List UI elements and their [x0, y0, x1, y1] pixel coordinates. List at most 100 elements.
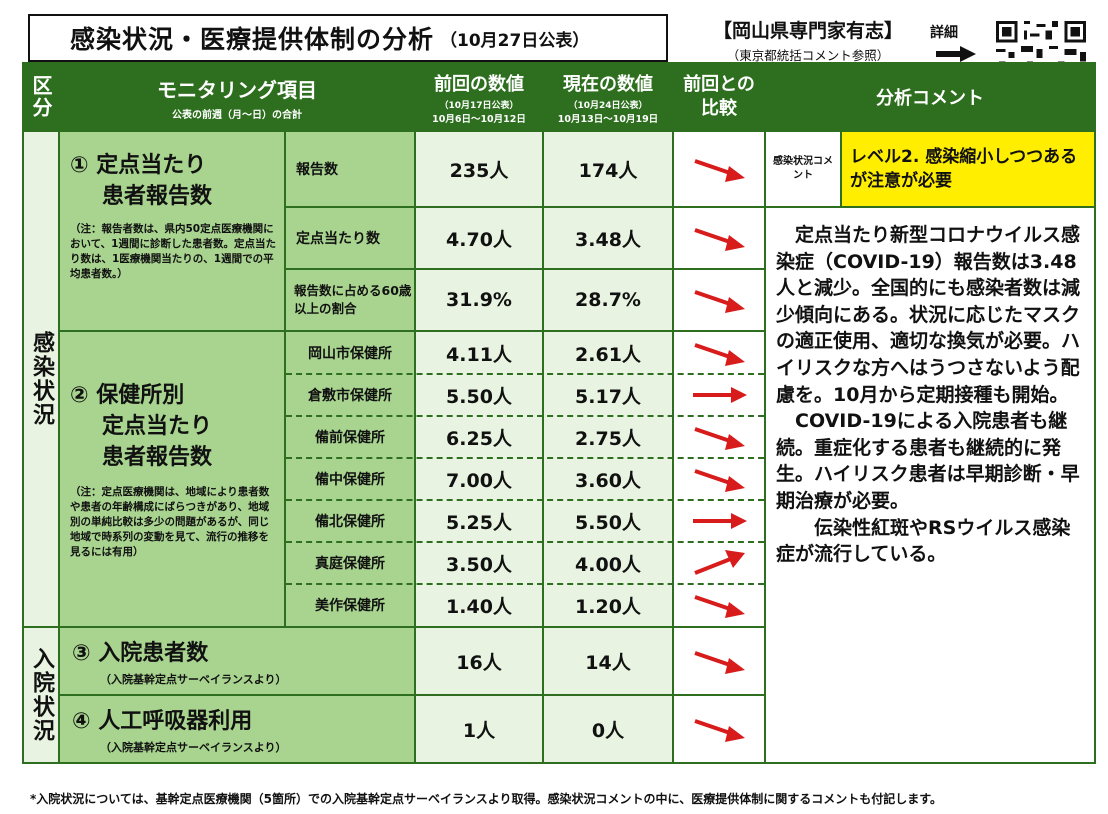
item2-row6-label: 真庭保健所: [315, 556, 385, 572]
item1-row2-curr: 3.48人: [544, 208, 672, 268]
item1-row1-trend: [674, 132, 764, 206]
item1-title-line2: 患者報告数: [102, 184, 213, 209]
item3-curr: 14人: [544, 628, 672, 694]
item4-curr: 0人: [544, 696, 672, 762]
detail-label: 詳細: [930, 25, 958, 41]
page-title: 感染状況・医療提供体制の分析: [70, 25, 435, 54]
item1-row2-prev: 4.70人: [416, 208, 542, 268]
section-infection: 感染状況: [24, 132, 58, 626]
divider: [286, 541, 764, 543]
trend-up-arrow-icon: [694, 550, 745, 575]
section-hospital-text: 入院状況: [29, 647, 54, 743]
divider: [286, 499, 764, 501]
trend-down-arrow-icon: [694, 159, 745, 182]
header-prev-sub1: （10月17日公表）: [439, 100, 519, 111]
publish-date: （10月27日公表）: [440, 30, 590, 51]
item1-row3-label: 報告数に占める60歳以上の割合: [286, 270, 414, 330]
footer-note: *入院状況については、基幹定点医療機関（5箇所）での入院基幹定点サーベイランスよ…: [30, 792, 942, 806]
expert-group: 【岡山県専門家有志】 （東京都統括コメント参照）: [688, 16, 928, 64]
header-item-sub: 公表の前週（月～日）の合計: [172, 109, 302, 121]
item2-curr-col: [544, 332, 672, 626]
item1-row3-trend: [674, 270, 764, 330]
divider: [286, 415, 764, 417]
item1-title-cell: ① 定点当たり 患者報告数 （注：報告者数は、県内50定点医療機関において、1週…: [60, 132, 284, 330]
item2-row2-prev: 5.50人: [446, 385, 512, 408]
trend-flat-arrow-icon: [693, 513, 747, 529]
item1-row2-label: 定点当たり数: [286, 208, 414, 268]
item2-row3-curr: 2.75人: [575, 427, 641, 450]
item2-row6-prev: 3.50人: [446, 553, 512, 576]
header-curr-sub1: （10月24日公表）: [568, 100, 648, 111]
item2-row3-trend: [674, 416, 764, 458]
trend-down-arrow-icon: [694, 343, 745, 366]
trend-flat-arrow-icon: [693, 387, 747, 403]
trend-down-arrow-icon: [694, 595, 745, 618]
item1-row3-prev: 31.9%: [416, 270, 542, 330]
expert-sub: （東京都統括コメント参照）: [726, 48, 890, 63]
item1-note: （注：報告者数は、県内50定点医療機関において、1週間に診断した患者数。定点当た…: [70, 223, 276, 280]
item4-title: ④ 人工呼吸器利用: [72, 709, 253, 734]
trend-down-arrow-icon: [694, 469, 745, 492]
header-prev-sub2: 10月6日～10月12日: [432, 113, 526, 125]
item2-row5-trend: [674, 500, 764, 542]
item1-row2-trend: [674, 208, 764, 268]
item2-prev-col: [416, 332, 542, 626]
item1-row1-prev: 235人: [416, 132, 542, 206]
item4-note: （入院基幹定点サーベイランスより）: [100, 741, 287, 754]
expert-name: 【岡山県専門家有志】: [712, 20, 903, 42]
item2-row3-prev: 6.25人: [446, 427, 512, 450]
trend-down-arrow-icon: [694, 427, 745, 450]
item1-title-line1: ① 定点当たり: [70, 153, 207, 178]
item4-title-cell: ④ 人工呼吸器利用 （入院基幹定点サーベイランスより）: [60, 696, 414, 762]
title-box: 感染状況・医療提供体制の分析 （10月27日公表）: [28, 14, 668, 62]
item2-row6-curr: 4.00人: [575, 553, 641, 576]
item2-title-line2: 定点当たり: [102, 414, 213, 439]
header-comment: 分析コメント: [876, 88, 984, 109]
item2-row2-trend: [674, 374, 764, 416]
item3-prev: 16人: [416, 628, 542, 694]
item2-title-line1: ② 保健所別: [70, 383, 185, 408]
comment-level: レベル2. 感染縮小しつつあるが注意が必要: [842, 132, 1094, 206]
item2-row7-curr: 1.20人: [575, 595, 641, 618]
item4-trend: [674, 696, 764, 762]
comment-paragraph: 定点当たり新型コロナウイルス感染症（COVID-19）報告数は3.48人と減少。…: [776, 224, 1081, 406]
divider: [286, 373, 764, 375]
item2-row5-curr: 5.50人: [575, 511, 641, 534]
item2-title-line3: 患者報告数: [102, 445, 213, 470]
header-item: モニタリング項目 公表の前週（月～日）の合計: [60, 64, 414, 130]
divider: [286, 583, 764, 585]
header-item-title: モニタリング項目: [157, 77, 317, 102]
trend-down-arrow-icon: [694, 290, 745, 313]
header-curr-title: 現在の数値: [563, 73, 653, 95]
item2-title-cell: ② 保健所別 定点当たり 患者報告数 （注：定点医療機関は、地域により患者数や患…: [60, 332, 284, 626]
item2-row1-trend: [674, 332, 764, 374]
monitoring-table: 区分 モニタリング項目 公表の前週（月～日）の合計 前回の数値 （10月17日公…: [22, 62, 1096, 764]
item2-row7-trend: [674, 584, 764, 626]
item2-label-col: [286, 332, 414, 626]
arrow-right-icon: [936, 46, 976, 62]
trend-down-arrow-icon: [694, 228, 745, 251]
comment-body: 定点当たり新型コロナウイルス感染症（COVID-19）報告数は3.48人と減少。…: [766, 208, 1094, 762]
header-curr: 現在の数値 （10月24日公表） 10月13日～10月19日: [544, 64, 672, 130]
trend-down-arrow-icon: [694, 651, 745, 674]
item2-row4-curr: 3.60人: [575, 469, 641, 492]
item4-prev: 1人: [416, 696, 542, 762]
header-curr-sub2: 10月13日～10月19日: [557, 113, 659, 125]
header-category: 区分: [24, 64, 58, 130]
item2-row5-prev: 5.25人: [446, 511, 512, 534]
item2-row7-prev: 1.40人: [446, 595, 512, 618]
item2-note: （注：定点医療機関は、地域により患者数や患者の年齢構成にばらつきがあり、地域別の…: [70, 486, 270, 558]
item2-row2-curr: 5.17人: [575, 385, 641, 408]
comment-paragraph: COVID-19による入院患者も継続。重症化する患者も継続的に発生。ハイリスク患…: [776, 410, 1080, 512]
section-infection-text: 感染状況: [29, 331, 54, 427]
item2-row4-trend: [674, 458, 764, 500]
trend-down-arrow-icon: [694, 719, 745, 742]
header-category-text: 区分: [29, 75, 53, 119]
item1-row1-label: 報告数: [286, 132, 414, 206]
header-prev: 前回の数値 （10月17日公表） 10月6日～10月12日: [416, 64, 542, 130]
item2-row6-trend: [674, 542, 764, 584]
item2-row1-label: 岡山市保健所: [308, 346, 392, 362]
divider: [286, 457, 764, 459]
header-compare: 前回との比較: [683, 74, 755, 119]
item2-row1-curr: 2.61人: [575, 343, 641, 366]
